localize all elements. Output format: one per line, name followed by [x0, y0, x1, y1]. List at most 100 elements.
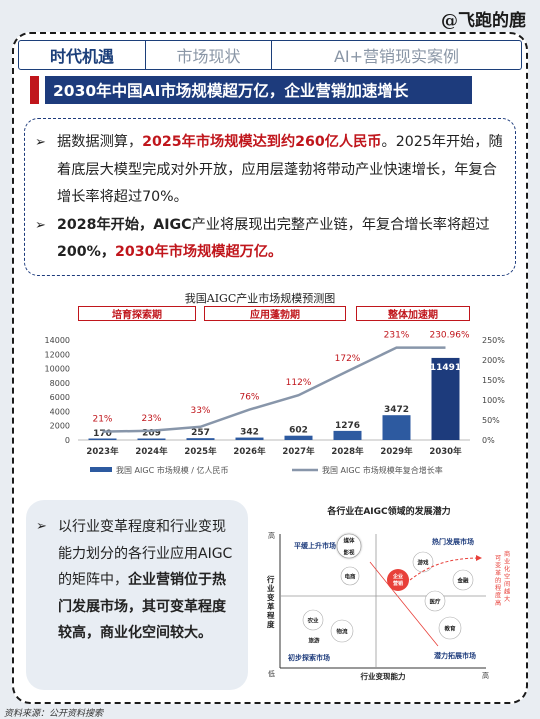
bullet-arrow-icon: ➢ [35, 217, 46, 233]
headline-accent-mark [30, 76, 39, 104]
bar-value-label: 1276 [335, 421, 360, 431]
industry-bubble [412, 551, 434, 573]
growth-rate-label: 21% [92, 415, 112, 425]
annotation-text: 间 [504, 580, 510, 588]
industry-label: 影视 [343, 549, 355, 557]
y-left-tick-label: 8000 [50, 379, 70, 388]
bullet-point-1: ➢ 据数据测算，2025年市场规模达到约260亿人民币。2025年开始，随着底层… [35, 129, 503, 212]
tab-bar: 时代机遇 市场现状 AI+营销现实案例 [18, 40, 522, 70]
key-points-box: ➢ 据数据测算，2025年市场规模达到约260亿人民币。2025年开始，随着底层… [24, 118, 516, 276]
tab-market-status[interactable]: 市场现状 [145, 41, 271, 69]
quadrant-hot: 热门发展市场 [432, 537, 474, 546]
annotation-text: 的 [495, 577, 501, 585]
phase-label-acceleration: 整体加速期 [356, 306, 470, 321]
industry-bubble-media [336, 533, 362, 559]
matrix-y-axis-label: 行 [266, 574, 275, 584]
x-tick-label: 2025年 [184, 446, 217, 457]
x-tick-label: 2030年 [429, 446, 462, 457]
bar-mark [88, 438, 117, 440]
annotation-text: 革 [495, 569, 501, 577]
industry-bubble [302, 609, 324, 631]
bullet-point-2: ➢ 2028年开始，AIGC产业将展现出完整产业链，年复合增长率将超过 200%，… [35, 212, 503, 267]
industry-label: 媒体 [342, 537, 355, 545]
legend-bar-label: 我国 AIGC 市场规模 / 亿人民币 [116, 465, 228, 475]
trend-curve [409, 557, 481, 581]
industry-bubble [340, 566, 360, 586]
bar-mark [284, 435, 313, 440]
annotation-text: 商 [504, 550, 510, 558]
industry-label: 物流 [336, 628, 348, 636]
bullet-2-mid: 产业将展现出完整产业链，年复合增长率将超过 [191, 216, 490, 233]
growth-rate-label: 112% [286, 378, 312, 388]
y-right-tick-label: 200% [482, 356, 505, 365]
phase-label-boom: 应用蓬勃期 [204, 306, 346, 321]
y-left-tick-label: 4000 [50, 407, 70, 416]
bar-value-label: 209 [142, 429, 161, 439]
matrix-y-axis-label: 程 [267, 611, 275, 620]
bar-value-label: 170 [93, 429, 112, 439]
bar-value-label: 3472 [384, 405, 409, 415]
headline-text: 2030年中国AI市场规模超万亿，企业营销加速增长 [45, 76, 472, 104]
industry-bubble-marketing [387, 569, 409, 591]
annotation-text: 高 [495, 599, 501, 607]
quadrant-gradual: 平缓上升市场 [294, 541, 336, 550]
industry-matrix: 各行业在AIGC领域的发展潜力 高低高行业变现能力行业变革程度平缓上升市场 热门发… [258, 500, 520, 690]
source-note: 资料来源：公开资料搜索 [4, 709, 104, 719]
growth-rate-label: 33% [190, 406, 210, 416]
y-left-tick-label: 0 [65, 436, 70, 445]
quadrant-potential: 潜力拓展市场 [434, 651, 476, 660]
matrix-title: 各行业在AIGC领域的发展潜力 [327, 507, 451, 517]
y-right-tick-label: 250% [482, 336, 505, 345]
industry-label: 医疗 [429, 598, 441, 606]
industry-label: 电商 [344, 573, 356, 581]
annotation-text: 越 [504, 588, 510, 596]
industry-label-marketing: 营销 [393, 580, 403, 587]
y-left-tick-label: 12000 [45, 350, 70, 359]
annotation-text: 化 [504, 565, 510, 573]
y-right-tick-label: 100% [482, 396, 505, 405]
summary-bold: 企业营销位于热门发展市场，其可变革程度较高，商业化空间较大。 [58, 572, 226, 641]
matrix-y-axis-label: 度 [267, 619, 275, 629]
annotation-text: 可 [495, 555, 501, 562]
legend-bar-swatch [90, 467, 112, 472]
bar-mark [382, 415, 411, 440]
growth-rate-label: 76% [239, 393, 259, 403]
matrix-summary-panel: ➢ 以行业变革程度和行业变现能力划分的各行业应用AIGC的矩阵中，企业营销位于热… [26, 500, 248, 690]
industry-bubble [330, 619, 354, 643]
aigc-market-chart: 我国AIGC产业市场规模预测图 培育探索期 应用蓬勃期 整体加速期 0 2000 4… [30, 290, 520, 490]
growth-rate-label: 231% [384, 331, 410, 341]
x-tick-label: 2024年 [135, 446, 168, 457]
y-left-tick-label: 14000 [45, 336, 70, 345]
industry-label: 教育 [443, 625, 456, 633]
author-watermark: @飞跑的鹿 [441, 11, 526, 31]
phase-label-cultivation: 培育探索期 [78, 306, 196, 321]
bar-value-label: 342 [240, 428, 259, 438]
bar-mark [333, 430, 362, 440]
growth-rate-label: 172% [335, 354, 361, 364]
low-label: 低 [268, 669, 275, 678]
headline-banner: 2030年中国AI市场规模超万亿，企业营销加速增长 [30, 76, 472, 104]
diagonal-line [369, 561, 439, 647]
bar-mark [235, 437, 264, 440]
y-left-tick-label: 2000 [50, 422, 70, 431]
x-tick-label: 2027年 [282, 446, 315, 457]
y-high-label: 高 [268, 531, 275, 540]
bullet-2-bold-b: 200%， [57, 244, 116, 260]
y-right-tick-label: 50% [482, 416, 500, 425]
annotation-text: 变 [495, 562, 501, 570]
bar-mark [431, 357, 460, 440]
summary-pre: 以行业变革程度和行业变现能力划分的各行业应用AIGC的矩阵中， [58, 519, 233, 588]
x-tick-label: 2026年 [233, 446, 266, 457]
tab-opportunity[interactable]: 时代机遇 [49, 47, 114, 66]
annotation-text: 大 [504, 595, 510, 603]
bar-mark [186, 438, 215, 440]
tab-ai-marketing-cases[interactable]: AI+营销现实案例 [271, 41, 521, 69]
matrix-y-axis-label: 革 [267, 601, 275, 611]
bullet-arrow-icon: ➢ [36, 519, 47, 534]
x-high-label: 高 [482, 671, 489, 680]
bullet-arrow-icon: ➢ [35, 135, 46, 150]
y-left-tick-label: 10000 [45, 365, 70, 374]
quadrant-exploration: 初步探索市场 [288, 653, 330, 662]
industry-label: 游戏 [417, 559, 429, 567]
